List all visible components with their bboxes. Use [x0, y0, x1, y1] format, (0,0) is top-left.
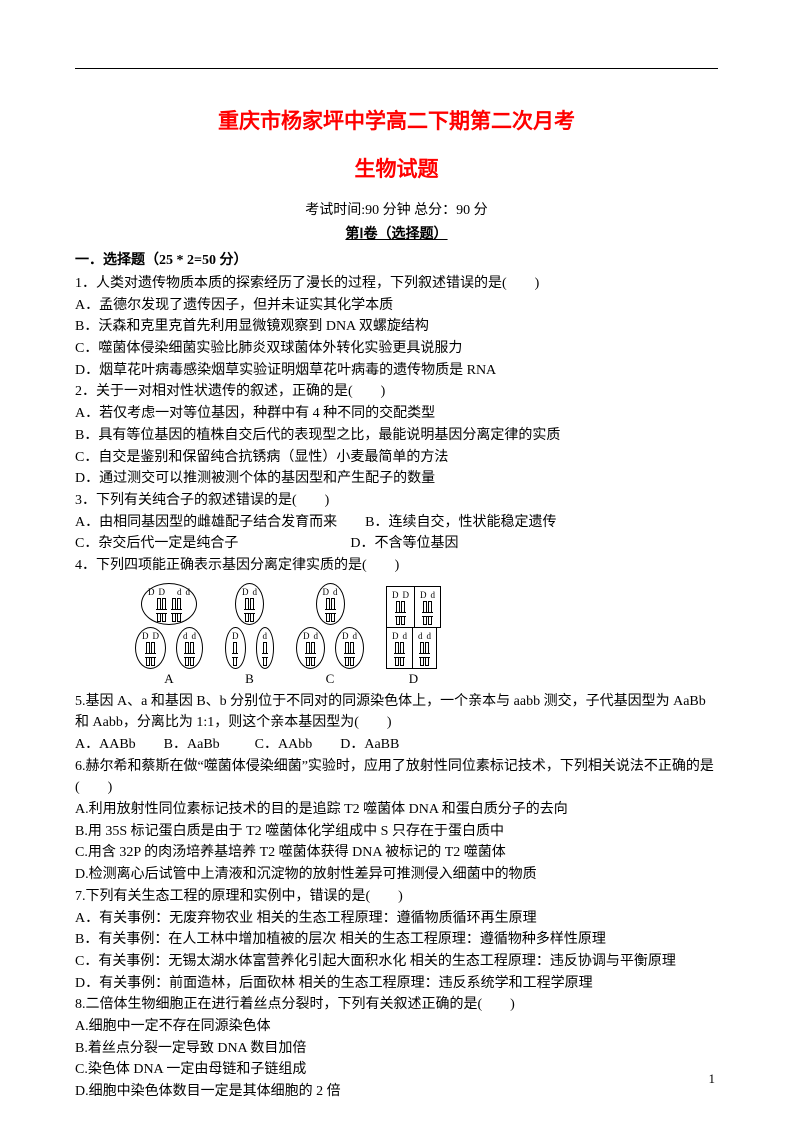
q4-stem: 4．下列四项能正确表示基因分离定律实质的是( ): [75, 555, 718, 577]
q1-stem: 1．人类对遗传物质本质的探索经历了漫长的过程，下列叙述错误的是( ): [75, 273, 718, 295]
q3-row1: A．由相同基因型的雌雄配子结合发育而来 B．连续自交，性状能稳定遗传: [75, 512, 718, 534]
page-number: 1: [709, 1071, 716, 1087]
q4-labelC: C: [326, 671, 335, 687]
q7-optA: A．有关事例：无废弃物农业 相关的生态工程原理：遵循物质循环再生原理: [75, 908, 718, 930]
q8-optB: B.着丝点分裂一定导致 DNA 数目加倍: [75, 1038, 718, 1060]
q4-labelD: D: [409, 671, 418, 687]
q1-optA: A．孟德尔发现了遗传因子，但并未证实其化学本质: [75, 295, 718, 317]
q2-optC: C．自交是鉴别和保留纯合抗锈病（显性）小麦最简单的方法: [75, 447, 718, 469]
q8-optA: A.细胞中一定不存在同源染色体: [75, 1016, 718, 1038]
section-title: 一．选择题（25 * 2=50 分）: [75, 249, 718, 269]
q7-optD: D．有关事例：前面造林，后面砍林 相关的生态工程原理：违反系统学和工程学原理: [75, 973, 718, 995]
q8-optC: C.染色体 DNA 一定由母链和子链组成: [75, 1059, 718, 1081]
q6-optC: C.用含 32P 的肉汤培养基培养 T2 噬菌体获得 DNA 被标记的 T2 噬…: [75, 842, 718, 864]
q4-labelA: A: [164, 671, 173, 687]
q4-diagrams: DDdd DD dd A Dd D: [135, 583, 718, 687]
q2-optA: A．若仅考虑一对等位基因，种群中有 4 种不同的交配类型: [75, 403, 718, 425]
q5-opts: A．AABb B．AaBb C．AAbb D．AaBB: [75, 734, 718, 756]
q1-optB: B．沃森和克里克首先利用显微镜观察到 DNA 双螺旋结构: [75, 316, 718, 338]
q2-optB: B．具有等位基因的植株自交后代的表现型之比，最能说明基因分离定律的实质: [75, 425, 718, 447]
q2-stem: 2．关于一对相对性状遗传的叙述，正确的是( ): [75, 381, 718, 403]
q6-stem: 6.赫尔希和蔡斯在做“噬菌体侵染细菌”实验时，应用了放射性同位素标记技术，下列相…: [75, 756, 718, 799]
q3-optD: D．不含等位基因: [350, 536, 458, 551]
q6-optB: B.用 35S 标记蛋白质是由于 T2 噬菌体化学组成中 S 只存在于蛋白质中: [75, 821, 718, 843]
q3-optB: B．连续自交，性状能稳定遗传: [365, 515, 556, 530]
q3-optC: C．杂交后代一定是纯合子: [75, 536, 238, 551]
q4-diagA: DDdd DD dd A: [135, 583, 203, 687]
title-sub: 生物试题: [75, 153, 718, 183]
q3-optA: A．由相同基因型的雌雄配子结合发育而来: [75, 515, 337, 530]
q7-optB: B．有关事例：在人工林中增加植被的层次 相关的生态工程原理：遵循物种多样性原理: [75, 929, 718, 951]
q6-optD: D.检测离心后试管中上清液和沉淀物的放射性差异可推测侵入细菌中的物质: [75, 864, 718, 886]
section-label: 第Ⅰ卷（选择题）: [75, 223, 718, 243]
q8-stem: 8.二倍体生物细胞正在进行着丝点分裂时，下列有关叙述正确的是( ): [75, 994, 718, 1016]
q3-stem: 3．下列有关纯合子的叙述错误的是( ): [75, 490, 718, 512]
q4-diagB: Dd D d B: [225, 583, 274, 687]
title-main: 重庆市杨家坪中学高二下期第二次月考: [75, 105, 718, 135]
q5-stem: 5.基因 A、a 和基因 B、b 分别位于不同对的同源染色体上，一个亲本与 aa…: [75, 691, 718, 734]
q7-stem: 7.下列有关生态工程的原理和实例中，错误的是( ): [75, 886, 718, 908]
q8-optD: D.细胞中染色体数目一定是其体细胞的 2 倍: [75, 1081, 718, 1103]
q1-optD: D．烟草花叶病毒感染烟草实验证明烟草花叶病毒的遗传物质是 RNA: [75, 360, 718, 382]
q2-optD: D．通过测交可以推测被测个体的基因型和产生配子的数量: [75, 468, 718, 490]
q4-diagC: Dd Dd Dd C: [296, 583, 364, 687]
q4-diagD: DD Dd Dd dd D: [386, 586, 441, 687]
q7-optC: C．有关事例：无锡太湖水体富营养化引起大面积水化 相关的生态工程原理：违反协调与…: [75, 951, 718, 973]
q1-optC: C．噬菌体侵染细菌实验比肺炎双球菌体外转化实验更具说服力: [75, 338, 718, 360]
q6-optA: A.利用放射性同位素标记技术的目的是追踪 T2 噬菌体 DNA 和蛋白质分子的去…: [75, 799, 718, 821]
q4-labelB: B: [245, 671, 254, 687]
exam-info: 考试时间:90 分钟 总分：90 分: [75, 199, 718, 219]
q3-row2: C．杂交后代一定是纯合子 D．不含等位基因: [75, 533, 718, 555]
top-line: [75, 68, 718, 69]
